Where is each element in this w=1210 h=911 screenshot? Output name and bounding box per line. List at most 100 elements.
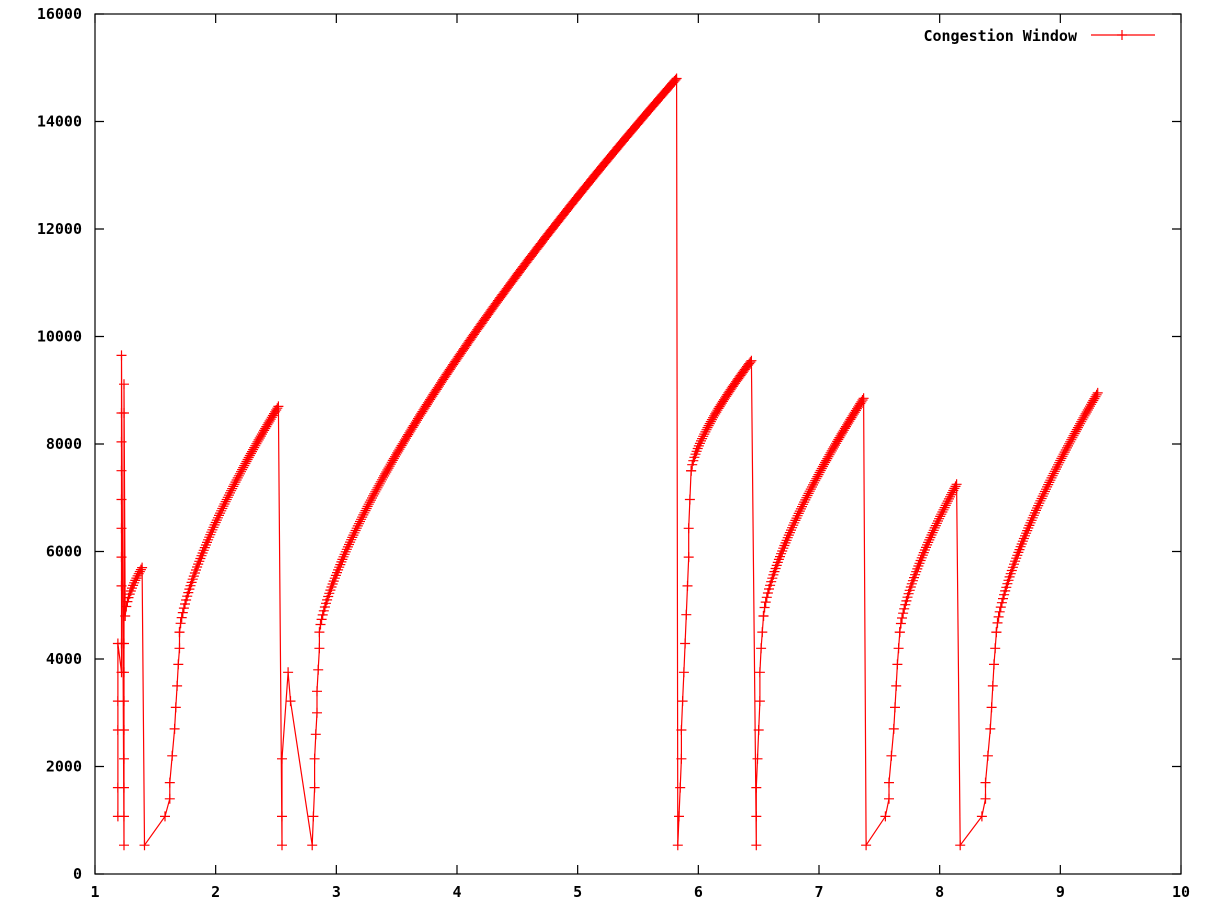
data-point-marker: [814, 467, 825, 478]
data-point-marker: [994, 606, 1005, 617]
data-point-marker: [372, 482, 383, 493]
data-point-marker: [221, 494, 232, 505]
data-point-marker: [1036, 493, 1047, 504]
data-point-marker: [351, 523, 362, 534]
data-point-marker: [317, 609, 328, 620]
data-point-marker: [277, 753, 287, 764]
data-point-marker: [164, 793, 175, 804]
data-point-marker: [240, 458, 251, 469]
data-point-marker: [204, 532, 215, 543]
data-point-marker: [332, 567, 342, 578]
data-point-marker: [134, 566, 145, 577]
data-point-marker: [1039, 486, 1050, 497]
data-point-marker: [174, 627, 185, 638]
data-point-marker: [948, 485, 959, 496]
data-point-marker: [754, 696, 765, 707]
data-point-marker: [197, 548, 208, 558]
data-point-marker: [1049, 466, 1060, 477]
data-point-marker: [676, 753, 687, 764]
data-point-marker: [927, 527, 938, 538]
data-point-marker: [371, 484, 382, 495]
data-point-marker: [373, 480, 384, 491]
data-point-marker: [892, 659, 903, 670]
data-point-marker: [1064, 438, 1075, 449]
data-point-marker: [238, 462, 249, 473]
data-point-marker: [761, 592, 772, 603]
data-point-marker: [1074, 420, 1084, 431]
data-point-marker: [314, 627, 325, 638]
data-point-marker: [178, 603, 189, 614]
data-point-marker: [949, 483, 960, 494]
data-point-marker: [786, 525, 796, 536]
data-point-marker: [756, 643, 767, 654]
data-point-marker: [119, 638, 129, 649]
y-tick-label: 14000: [37, 113, 82, 131]
data-point-marker: [207, 524, 218, 535]
data-point-marker: [1057, 451, 1068, 462]
data-point-marker: [804, 486, 815, 497]
data-point-marker: [751, 782, 762, 793]
data-point-marker: [806, 482, 817, 492]
data-point-marker: [940, 500, 951, 511]
data-point-marker: [895, 618, 906, 629]
data-point-marker: [1053, 459, 1064, 470]
data-point-marker: [116, 523, 127, 534]
data-point-marker: [795, 503, 806, 514]
data-point-marker: [947, 487, 958, 498]
data-point-marker: [277, 811, 287, 822]
data-point-marker: [886, 750, 897, 761]
data-point-marker: [1054, 457, 1065, 468]
data-point-marker: [982, 750, 993, 761]
data-point-marker: [116, 436, 127, 447]
data-point-marker: [369, 488, 380, 499]
data-point-marker: [1021, 528, 1032, 539]
y-tick-label: 8000: [46, 435, 82, 453]
data-point-marker: [1042, 481, 1053, 492]
data-point-marker: [196, 550, 207, 561]
data-point-marker: [339, 549, 350, 560]
data-point-marker: [247, 446, 257, 457]
data-point-marker: [808, 479, 818, 490]
data-point-marker: [884, 777, 894, 788]
data-point-marker: [119, 753, 129, 764]
data-point-marker: [228, 481, 239, 492]
data-point-marker: [1048, 468, 1059, 479]
data-point-marker: [934, 513, 945, 524]
data-point-marker: [1017, 536, 1028, 547]
data-point-marker: [239, 460, 250, 471]
data-point-marker: [360, 505, 371, 516]
data-point-marker: [995, 602, 1006, 613]
data-point-marker: [236, 466, 246, 477]
data-point-marker: [937, 507, 948, 517]
data-point-marker: [198, 545, 209, 556]
data-point-marker: [800, 494, 811, 505]
data-point-marker: [802, 490, 813, 501]
data-point-marker: [355, 516, 365, 527]
data-point-marker: [781, 535, 792, 546]
data-point-marker: [130, 575, 141, 586]
data-point-marker: [119, 379, 129, 390]
data-point-marker: [789, 517, 800, 528]
data-point-marker: [753, 725, 764, 735]
data-point-marker: [898, 608, 909, 619]
data-point-marker: [1032, 503, 1043, 513]
data-point-marker: [783, 530, 794, 541]
y-tick-label: 2000: [46, 758, 82, 776]
data-point-marker: [1044, 477, 1055, 488]
data-point-marker: [986, 702, 997, 713]
data-point-marker: [337, 554, 348, 565]
data-point-marker: [669, 76, 680, 86]
data-point-marker: [1025, 517, 1036, 528]
data-point-marker: [1069, 428, 1080, 439]
data-point-marker: [307, 840, 318, 851]
data-point-marker: [334, 562, 345, 573]
data-point-marker: [943, 493, 954, 504]
data-point-marker: [345, 537, 356, 548]
data-point-marker: [133, 568, 144, 579]
legend: Congestion Window: [923, 27, 1155, 45]
data-point-marker: [309, 753, 320, 764]
data-point-marker: [675, 782, 686, 793]
data-point-marker: [176, 612, 187, 623]
data-point-marker: [119, 840, 129, 851]
